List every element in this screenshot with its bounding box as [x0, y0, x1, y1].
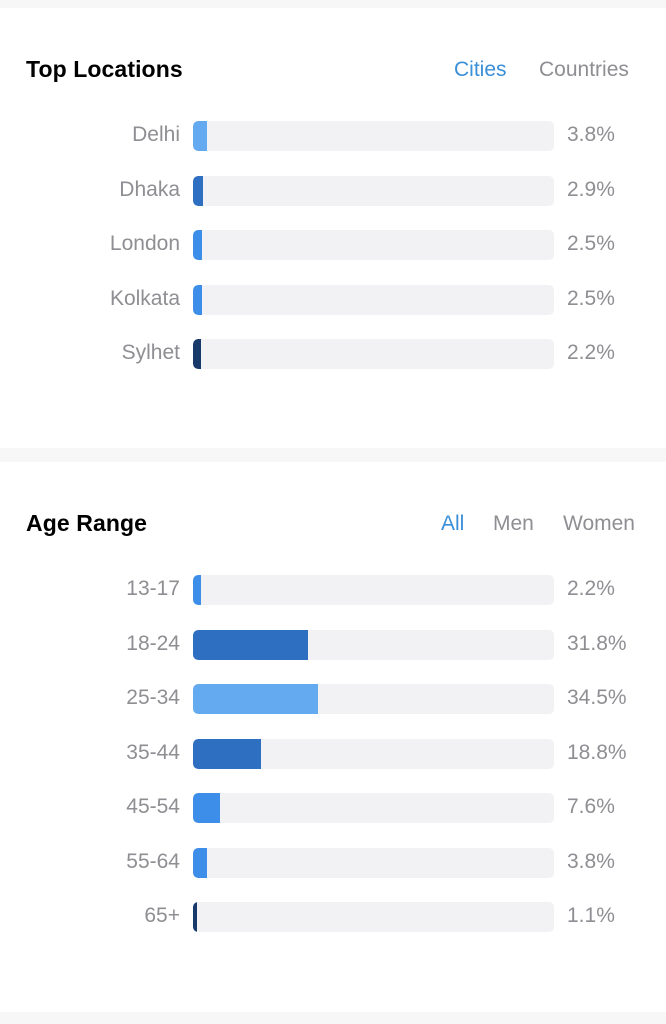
age-range-bar-fill — [193, 575, 201, 605]
location-bar-track — [193, 121, 554, 151]
age-range-row: 13-17 2.2% — [0, 575, 666, 605]
location-value: 2.5% — [567, 232, 615, 255]
tab-all[interactable]: All — [441, 512, 465, 535]
age-range-bar-track — [193, 847, 554, 878]
age-range-bar-fill — [193, 793, 221, 823]
age-range-value: 2.2% — [567, 577, 615, 600]
age-range-bar-fill — [193, 847, 207, 878]
age-range-bar-fill — [193, 738, 261, 769]
tab-countries[interactable]: Countries — [539, 58, 629, 81]
age-range-row: 45-54 7.6% — [0, 793, 666, 823]
age-range-bar-track — [193, 575, 554, 605]
location-bar-fill — [193, 339, 201, 369]
top-locations-title: Top Locations — [26, 56, 183, 82]
age-range-value: 1.1% — [567, 904, 615, 927]
age-range-bar-track — [193, 684, 554, 714]
tab-men[interactable]: Men — [493, 512, 534, 535]
location-row: Dhaka 2.9% — [0, 175, 666, 206]
age-range-title: Age Range — [26, 510, 148, 536]
age-range-value: 34.5% — [567, 686, 627, 709]
top-locations-card: Top Locations Cities Countries Delhi 3.8%… — [0, 8, 666, 448]
age-range-label: 35-44 — [126, 740, 180, 764]
location-label: Delhi — [132, 123, 180, 146]
location-value: 2.9% — [567, 177, 615, 201]
location-value: 2.2% — [567, 341, 615, 364]
location-bar-track — [193, 339, 554, 369]
age-range-bar-track — [193, 738, 554, 769]
location-value: 3.8% — [567, 123, 615, 146]
location-row: Sylhet 2.2% — [0, 339, 666, 369]
location-label: Dhaka — [119, 177, 180, 201]
age-range-bar-track — [193, 629, 554, 660]
age-range-label: 18-24 — [126, 631, 180, 655]
age-range-row: 65+ 1.1% — [0, 902, 666, 932]
age-range-bar-track — [193, 793, 554, 823]
age-range-label: 13-17 — [126, 577, 180, 600]
age-range-value: 7.6% — [567, 795, 615, 818]
age-range-row: 55-64 3.8% — [0, 847, 666, 878]
age-range-row: 35-44 18.8% — [0, 738, 666, 769]
location-label: London — [109, 232, 180, 255]
location-bar-fill — [193, 284, 203, 315]
tab-women[interactable]: Women — [563, 512, 635, 535]
tab-cities[interactable]: Cities — [454, 58, 507, 81]
location-row: Kolkata 2.5% — [0, 284, 666, 315]
age-range-label: 45-54 — [126, 795, 180, 818]
age-range-row: 25-34 34.5% — [0, 684, 666, 714]
location-label: Kolkata — [109, 286, 180, 310]
age-range-value: 31.8% — [567, 631, 627, 655]
age-range-value: 3.8% — [567, 849, 615, 873]
location-bar-fill — [193, 121, 207, 151]
location-row: Delhi 3.8% — [0, 121, 666, 151]
age-range-card: Age Range All Men Women 13-17 2.2% 18-24 31… — [0, 462, 666, 1012]
age-range-row: 18-24 31.8% — [0, 629, 666, 660]
location-row: London 2.5% — [0, 230, 666, 260]
location-label: Sylhet — [121, 341, 180, 364]
location-bar-track — [193, 284, 554, 315]
age-range-bar-fill — [193, 902, 197, 932]
location-value: 2.5% — [567, 286, 615, 310]
age-range-label: 25-34 — [126, 686, 180, 709]
age-range-label: 65+ — [144, 904, 180, 927]
age-range-label: 55-64 — [126, 849, 180, 873]
location-bar-fill — [193, 230, 203, 260]
location-bar-track — [193, 230, 554, 260]
age-range-bar-fill — [193, 684, 318, 714]
age-range-value: 18.8% — [567, 740, 627, 764]
location-bar-track — [193, 175, 554, 206]
age-range-bar-track — [193, 902, 554, 932]
age-range-bar-fill — [193, 629, 308, 660]
location-bar-fill — [193, 175, 204, 206]
